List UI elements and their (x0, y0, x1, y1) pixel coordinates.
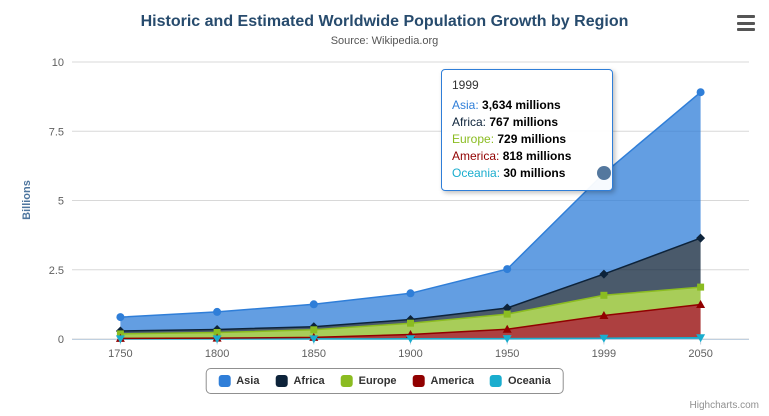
legend-item-europe[interactable]: Europe (340, 375, 397, 387)
point-asia-1800[interactable] (213, 307, 222, 316)
point-oceania-1999[interactable] (599, 334, 609, 343)
tooltip-row-america: America: 818 millions (452, 148, 602, 165)
point-asia-1900[interactable] (406, 289, 415, 298)
legend: Asia Africa Europe America Oceania (205, 368, 564, 394)
x-axis-label: 1850 (302, 348, 326, 360)
area-africa (120, 238, 701, 334)
legend-label: America (430, 375, 474, 387)
legend-item-africa[interactable]: Africa (275, 375, 325, 387)
hamburger-menu-icon (737, 21, 755, 25)
tooltip-series-value: 3,634 millions (482, 98, 561, 112)
point-asia-1850[interactable] (309, 300, 318, 309)
point-europe-2050[interactable] (697, 283, 705, 291)
x-axis-label: 1999 (592, 348, 616, 360)
legend-label: Africa (293, 375, 325, 387)
point-oceania-2050[interactable] (696, 334, 706, 343)
y-axis-label: 7.5 (49, 126, 64, 138)
point-asia-2050[interactable] (696, 88, 705, 97)
legend-label: Oceania (507, 375, 551, 387)
chart-subtitle: Source: Wikipedia.org (330, 35, 439, 47)
hamburger-menu-icon (737, 28, 755, 31)
point-africa-1999[interactable] (599, 269, 609, 279)
legend-swatch-africa (275, 375, 288, 387)
tooltip-series-name: Europe: (452, 132, 498, 146)
tooltip-series-value: 767 millions (489, 115, 559, 129)
point-oceania-1950[interactable] (502, 335, 512, 344)
point-america-1950[interactable] (502, 324, 512, 333)
point-america-2050[interactable] (696, 300, 706, 308)
tooltip-series-name: America: (452, 149, 503, 163)
point-europe-1999[interactable] (600, 291, 608, 299)
legend-item-asia[interactable]: Asia (218, 375, 259, 387)
legend-swatch-oceania (489, 375, 502, 387)
tooltip-header: 1999 (452, 78, 479, 92)
point-europe-1950[interactable] (503, 310, 511, 318)
tooltip-series-value: 818 millions (502, 149, 572, 163)
tooltip-rows: Asia: 3,634 millions Africa: 767 millions… (452, 97, 602, 182)
legend-item-oceania[interactable]: Oceania (489, 375, 551, 387)
y-axis-label: 5 (58, 196, 64, 208)
point-europe-1850[interactable] (310, 326, 318, 334)
point-europe-1800[interactable] (213, 329, 221, 336)
legend-swatch-europe (340, 375, 353, 387)
point-europe-1900[interactable] (407, 319, 414, 327)
tooltip: 1999 Asia: 3,634 millions Africa: 767 mil… (441, 69, 613, 191)
chart-title: Historic and Estimated Worldwide Populat… (140, 13, 629, 30)
x-axis-label: 1800 (205, 348, 229, 360)
legend-swatch-america (412, 375, 425, 387)
tooltip-series-value: 729 millions (497, 132, 567, 146)
point-oceania-1900[interactable] (406, 335, 415, 344)
tooltip-series-name: Asia: (452, 98, 483, 112)
credits-link[interactable]: Highcharts.com (689, 400, 759, 411)
point-oceania-1750[interactable] (115, 335, 125, 344)
tooltip-series-value: 30 millions (503, 166, 566, 180)
point-america-1999[interactable] (599, 311, 609, 319)
legend-label: Europe (358, 375, 397, 387)
x-axis-label: 2050 (688, 348, 712, 360)
tooltip-row-africa: Africa: 767 millions (452, 114, 602, 131)
tooltip-row-oceania: Oceania: 30 millions (452, 165, 602, 182)
point-africa-1950[interactable] (502, 303, 512, 313)
x-axis-label: 1750 (108, 348, 132, 360)
tooltip-series-name: Africa: (452, 115, 490, 129)
point-asia-1950[interactable] (503, 265, 512, 274)
legend-item-america[interactable]: America (412, 375, 474, 387)
hamburger-menu-icon (737, 15, 755, 18)
point-oceania-1800[interactable] (212, 335, 222, 344)
point-africa-2050[interactable] (696, 233, 706, 243)
legend-swatch-asia (218, 375, 231, 387)
point-asia-1750[interactable] (116, 313, 125, 322)
export-menu-button[interactable] (737, 15, 757, 31)
hovered-point-marker[interactable] (596, 166, 611, 181)
y-axis-label: 10 (52, 57, 64, 69)
x-axis-label: 1950 (495, 348, 519, 360)
tooltip-series-name: Oceania: (452, 166, 504, 180)
area-asia (120, 92, 701, 331)
tooltip-row-europe: Europe: 729 millions (452, 131, 602, 148)
y-axis-label: 0 (58, 334, 64, 346)
x-axis-label: 1900 (398, 348, 422, 360)
point-oceania-1850[interactable] (309, 335, 319, 344)
legend-label: Asia (236, 375, 260, 387)
y-axis-label: 2.5 (49, 265, 64, 277)
area-america (120, 304, 701, 339)
tooltip-row-asia: Asia: 3,634 millions (452, 97, 602, 114)
